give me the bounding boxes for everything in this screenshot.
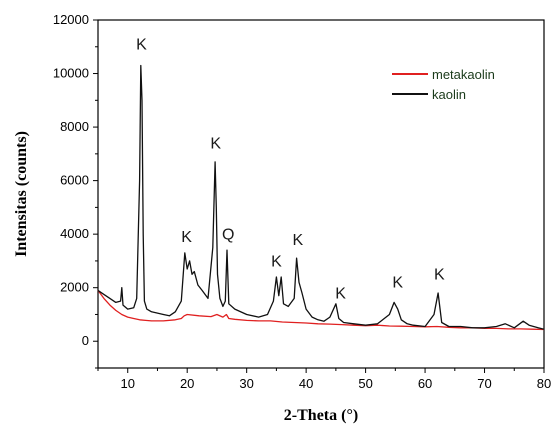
peak-label: K	[434, 267, 445, 284]
x-tick-label: 20	[180, 376, 194, 391]
y-tick-label: 8000	[60, 119, 89, 134]
x-tick-label: 40	[299, 376, 313, 391]
series-layer	[97, 64, 545, 331]
peak-label: K	[392, 275, 403, 292]
x-tick-label: 70	[477, 376, 491, 391]
x-tick-label: 10	[120, 376, 134, 391]
legend-label-metakaolin: metakaolin	[432, 67, 495, 82]
peak-label: K	[292, 232, 303, 249]
x-axis-title: 2-Theta (°)	[284, 407, 358, 424]
peak-label: K	[271, 253, 282, 270]
peak-label: Q	[222, 227, 234, 244]
series-line-metakaolin	[97, 290, 545, 331]
legend: metakaolin kaolin	[392, 67, 495, 102]
peak-label: K	[210, 135, 221, 152]
x-tick-label: 30	[239, 376, 253, 391]
x-tick-label: 60	[418, 376, 432, 391]
peak-label: K	[335, 285, 346, 302]
y-tick-label: 0	[82, 333, 89, 348]
series-line-kaolin	[97, 64, 545, 330]
y-tick-label: 10000	[53, 66, 89, 81]
legend-label-kaolin: kaolin	[432, 87, 466, 102]
y-tick-label: 2000	[60, 280, 89, 295]
peak-label: K	[181, 229, 192, 246]
x-tick-label: 50	[358, 376, 372, 391]
y-tick-label: 6000	[60, 173, 89, 188]
x-tick-label: 80	[537, 376, 551, 391]
y-axis-title: Intensitas (counts)	[13, 131, 30, 257]
y-tick-label: 12000	[53, 12, 89, 27]
ticks-layer: 10 20 30 40 50 60 70 80 0 2000 4000 6000 8000 10000 12…	[53, 12, 551, 391]
y-tick-label: 4000	[60, 226, 89, 241]
peak-label: K	[136, 36, 147, 53]
plot-frame	[97, 19, 545, 369]
